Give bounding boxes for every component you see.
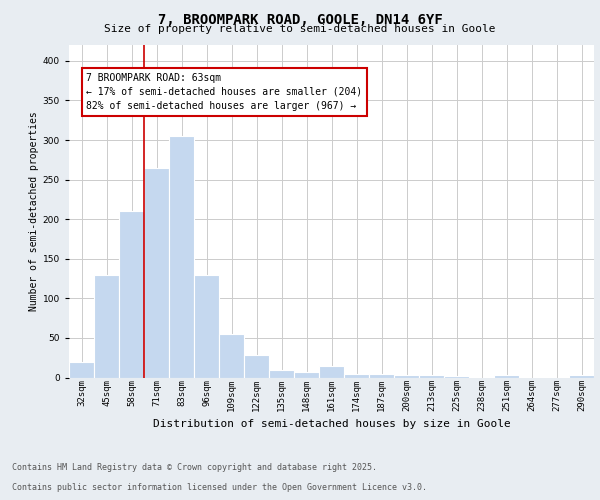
X-axis label: Distribution of semi-detached houses by size in Goole: Distribution of semi-detached houses by …: [152, 420, 511, 430]
Bar: [169, 136, 194, 378]
Bar: [69, 362, 94, 378]
Bar: [294, 372, 319, 378]
Text: Contains public sector information licensed under the Open Government Licence v3: Contains public sector information licen…: [12, 484, 427, 492]
Bar: [319, 366, 344, 378]
Bar: [569, 375, 594, 378]
Bar: [119, 211, 144, 378]
Bar: [244, 356, 269, 378]
Bar: [94, 274, 119, 378]
Bar: [444, 376, 469, 378]
Bar: [369, 374, 394, 378]
Bar: [194, 274, 219, 378]
Bar: [494, 375, 519, 378]
Text: Contains HM Land Registry data © Crown copyright and database right 2025.: Contains HM Land Registry data © Crown c…: [12, 464, 377, 472]
Bar: [219, 334, 244, 378]
Bar: [269, 370, 294, 378]
Text: Size of property relative to semi-detached houses in Goole: Size of property relative to semi-detach…: [104, 24, 496, 34]
Text: 7 BROOMPARK ROAD: 63sqm
← 17% of semi-detached houses are smaller (204)
82% of s: 7 BROOMPARK ROAD: 63sqm ← 17% of semi-de…: [86, 72, 362, 110]
Bar: [419, 375, 444, 378]
Text: 7, BROOMPARK ROAD, GOOLE, DN14 6YF: 7, BROOMPARK ROAD, GOOLE, DN14 6YF: [158, 12, 442, 26]
Bar: [394, 375, 419, 378]
Y-axis label: Number of semi-detached properties: Number of semi-detached properties: [29, 112, 38, 311]
Bar: [344, 374, 369, 378]
Bar: [144, 168, 169, 378]
